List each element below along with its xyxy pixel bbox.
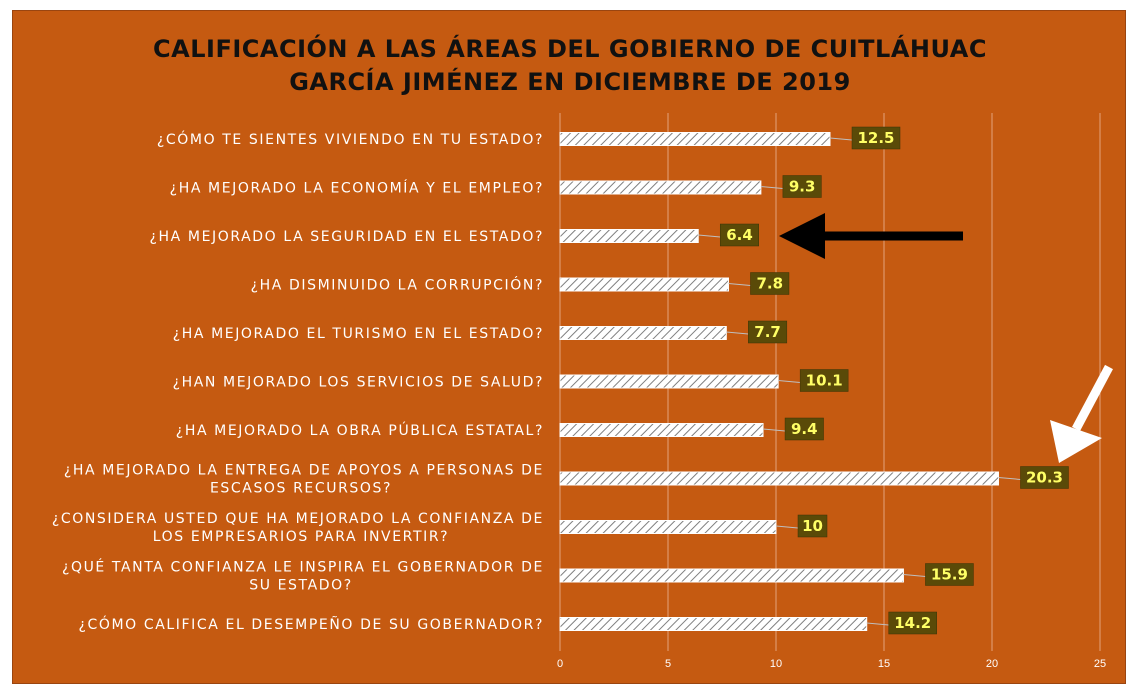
bar xyxy=(559,471,999,486)
x-tick-label: 20 xyxy=(986,658,998,670)
chart-title-line-1: CALIFICACIÓN A LAS ÁREAS DEL GOBIERNO DE… xyxy=(153,35,987,63)
data-label-leader xyxy=(998,477,1021,480)
bar xyxy=(559,277,729,292)
x-tick-label: 15 xyxy=(878,658,890,670)
bar xyxy=(559,423,764,437)
data-label-box xyxy=(888,611,937,635)
data-label: 7.8 xyxy=(756,275,783,293)
data-label-leader xyxy=(728,283,751,286)
bar xyxy=(559,374,779,389)
category-label: LOS EMPRESARIOS PARA INVERTIR? xyxy=(153,529,449,545)
category-label: ¿HA MEJORADO LA ENTREGA DE APOYOS A PERS… xyxy=(64,463,544,479)
data-label-box xyxy=(782,175,822,198)
data-label-leader xyxy=(762,428,786,432)
data-label: 20.3 xyxy=(1026,469,1063,487)
data-label-leader xyxy=(829,137,853,141)
arrow-shaft xyxy=(1072,364,1113,432)
data-label: 14.2 xyxy=(894,614,931,632)
category-label: ¿CONSIDERA USTED QUE HA MEJORADO LA CONF… xyxy=(52,511,544,527)
x-tick-label: 5 xyxy=(665,658,671,670)
data-label-box xyxy=(797,514,828,538)
bar xyxy=(559,617,868,631)
data-label-box xyxy=(851,126,901,150)
data-label-leader xyxy=(775,525,799,529)
category-label: ¿HA DISMINUIDO LA CORRUPCIÓN? xyxy=(251,276,544,294)
chart-title-line-2: GARCÍA JIMÉNEZ EN DICIEMBRE DE 2019 xyxy=(289,68,851,96)
bar-chart: 0 5 10 15 20 25 12.5 9.3 6.4 7.8 7.7 10.1 9.4 20.3 10… xyxy=(52,113,1113,670)
data-label: 9.4 xyxy=(791,420,818,438)
bar xyxy=(559,229,699,243)
data-label-box xyxy=(925,563,974,586)
data-label: 9.3 xyxy=(789,178,816,196)
black-arrow-head xyxy=(779,213,825,259)
data-label: 10.1 xyxy=(806,372,843,390)
data-label: 6.4 xyxy=(726,226,753,244)
data-label-leader xyxy=(903,574,926,577)
category-label: ¿HA MEJORADO LA OBRA PÚBLICA ESTATAL? xyxy=(176,421,544,439)
bar xyxy=(559,326,727,340)
category-label: ¿HA MEJORADO EL TURISMO EN EL ESTADO? xyxy=(173,326,544,342)
bar xyxy=(559,180,762,195)
data-label: 10 xyxy=(802,517,823,535)
data-label-box xyxy=(799,369,849,392)
data-label: 15.9 xyxy=(931,566,968,584)
data-label-box xyxy=(750,272,790,295)
chart-title: CALIFICACIÓN A LAS ÁREAS DEL GOBIERNO DE… xyxy=(13,33,1127,99)
data-label-box xyxy=(719,223,759,247)
white-arrow-head xyxy=(1050,420,1102,463)
x-tick-label: 0 xyxy=(557,658,563,670)
data-label-leader xyxy=(698,234,721,238)
x-tick-label: 10 xyxy=(770,658,782,670)
data-label-box xyxy=(1020,466,1069,489)
category-label: ESCASOS RECURSOS? xyxy=(210,481,392,497)
chart-frame: CALIFICACIÓN A LAS ÁREAS DEL GOBIERNO DE… xyxy=(12,10,1126,684)
bar xyxy=(559,132,831,146)
x-tick-label: 25 xyxy=(1094,658,1106,670)
category-label: ¿QUÉ TANTA CONFIANZA LE INSPIRA EL GOBER… xyxy=(62,559,544,576)
data-label: 7.7 xyxy=(754,323,781,341)
data-label-box xyxy=(784,417,824,441)
data-label-leader xyxy=(866,622,889,626)
data-label-leader xyxy=(778,380,801,383)
data-label-leader xyxy=(726,331,749,335)
category-label: ¿CÓMO TE SIENTES VIVIENDO EN TU ESTADO? xyxy=(157,130,544,148)
data-label: 12.5 xyxy=(857,129,894,147)
bar xyxy=(559,568,904,583)
category-label: ¿HAN MEJORADO LOS SERVICIOS DE SALUD? xyxy=(173,375,544,391)
category-label: SU ESTADO? xyxy=(249,578,353,594)
data-label-leader xyxy=(760,186,783,189)
category-label: ¿CÓMO CALIFICA EL DESEMPEÑO DE SU GOBERN… xyxy=(78,615,544,633)
category-label: ¿HA MEJORADO LA ECONOMÍA Y EL EMPLEO? xyxy=(170,180,544,197)
data-label-box xyxy=(748,320,788,344)
category-label: ¿HA MEJORADO LA SEGURIDAD EN EL ESTADO? xyxy=(150,229,545,245)
bar xyxy=(559,520,777,534)
